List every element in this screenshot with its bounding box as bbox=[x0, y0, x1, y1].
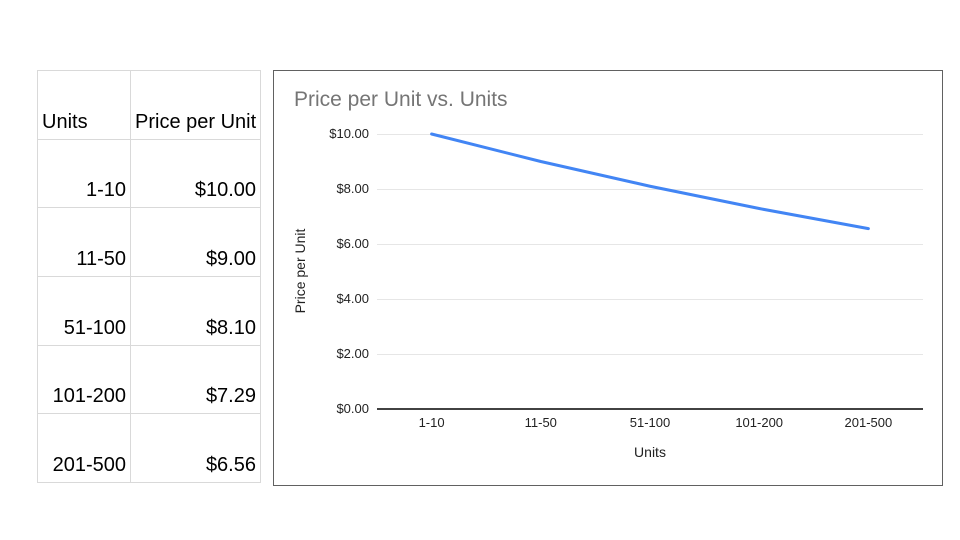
price-line-series bbox=[430, 132, 870, 231]
x-tick-label: 51-100 bbox=[629, 415, 671, 430]
x-tick-label: 11-50 bbox=[524, 415, 557, 430]
line-series-svg bbox=[430, 132, 870, 231]
y-tick-label: $6.00 bbox=[336, 236, 369, 251]
column-header-units: Units bbox=[37, 70, 131, 140]
table-row: 11-50 $9.00 bbox=[37, 207, 261, 278]
price-cell: $8.10 bbox=[130, 276, 261, 346]
table-row: 101-200 $7.29 bbox=[37, 344, 261, 415]
y-tick-label: $0.00 bbox=[336, 401, 369, 416]
units-cell: 201-500 bbox=[37, 413, 131, 484]
y-tick-label: $10.00 bbox=[329, 126, 369, 141]
price-chart: Price per Unit vs. Units Price per Unit … bbox=[273, 70, 943, 486]
gridline bbox=[377, 134, 923, 135]
gridline bbox=[377, 354, 923, 355]
table-header-row: Units Price per Unit bbox=[37, 70, 261, 140]
x-tick-label: 201-500 bbox=[844, 415, 893, 430]
table-row: 201-500 $6.56 bbox=[37, 413, 261, 484]
table-row: 1-10 $10.00 bbox=[37, 138, 261, 209]
x-axis-baseline bbox=[377, 408, 923, 410]
price-cell: $10.00 bbox=[130, 138, 261, 209]
y-tick-label: $8.00 bbox=[336, 181, 369, 196]
units-price-table: Units Price per Unit 1-10 $10.00 11-50 $… bbox=[37, 70, 261, 484]
x-tick-label: 101-200 bbox=[735, 415, 784, 430]
x-tick-label: 1-10 bbox=[418, 415, 445, 430]
table-row: 51-100 $8.10 bbox=[37, 276, 261, 346]
gridline bbox=[377, 244, 923, 245]
price-cell: $9.00 bbox=[130, 207, 261, 278]
x-axis-title: Units bbox=[634, 444, 666, 460]
price-cell: $7.29 bbox=[130, 344, 261, 415]
y-tick-label: $2.00 bbox=[336, 346, 369, 361]
units-cell: 1-10 bbox=[37, 138, 131, 209]
units-cell: 51-100 bbox=[37, 276, 131, 346]
chart-title: Price per Unit vs. Units bbox=[294, 88, 508, 111]
y-tick-label: $4.00 bbox=[336, 291, 369, 306]
price-cell: $6.56 bbox=[130, 413, 261, 484]
column-header-price: Price per Unit bbox=[130, 70, 261, 140]
gridline bbox=[377, 299, 923, 300]
units-cell: 11-50 bbox=[37, 207, 131, 278]
units-cell: 101-200 bbox=[37, 344, 131, 415]
gridline bbox=[377, 189, 923, 190]
